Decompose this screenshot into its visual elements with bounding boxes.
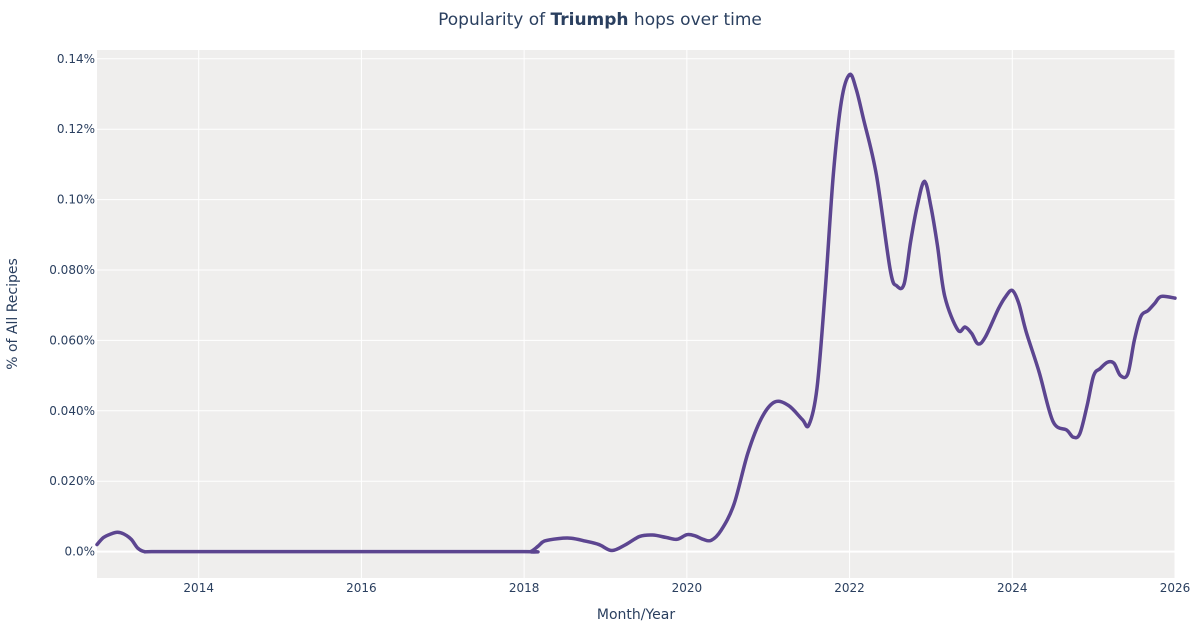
x-tick-label: 2024 bbox=[997, 581, 1028, 595]
x-tick-label: 2014 bbox=[183, 581, 214, 595]
y-tick-label: 0.10% bbox=[57, 193, 95, 207]
chart-title: Popularity of Triumph hops over time bbox=[438, 10, 762, 30]
y-tick-label: 0.14% bbox=[57, 52, 95, 66]
y-tick-label: 0.080% bbox=[49, 263, 95, 277]
x-tick-label: 2016 bbox=[346, 581, 377, 595]
series-layer bbox=[95, 72, 1177, 554]
x-tick-label: 2018 bbox=[509, 581, 540, 595]
y-tick-label: 0.060% bbox=[49, 333, 95, 347]
grid-layer bbox=[97, 50, 1176, 578]
y-tick-label: 0.020% bbox=[49, 474, 95, 488]
x-tick-label: 2022 bbox=[834, 581, 865, 595]
y-tick-label: 0.12% bbox=[57, 122, 95, 136]
y-axis-label: % of All Recipes bbox=[5, 258, 21, 370]
y-tick-label: 0.0% bbox=[65, 545, 96, 559]
x-tick-labels: 2014 2016 2018 2020 2022 2024 2026 bbox=[183, 581, 1190, 595]
x-axis-label: Month/Year bbox=[597, 607, 675, 623]
x-tick-label: 2026 bbox=[1160, 581, 1191, 595]
x-tick-label: 2020 bbox=[672, 581, 703, 595]
series-line-triumph bbox=[95, 72, 1177, 554]
y-tick-labels: 0.0% 0.020% 0.040% 0.060% 0.080% 0.10% 0.12% 0.… bbox=[49, 52, 95, 559]
y-tick-label: 0.040% bbox=[49, 404, 95, 418]
